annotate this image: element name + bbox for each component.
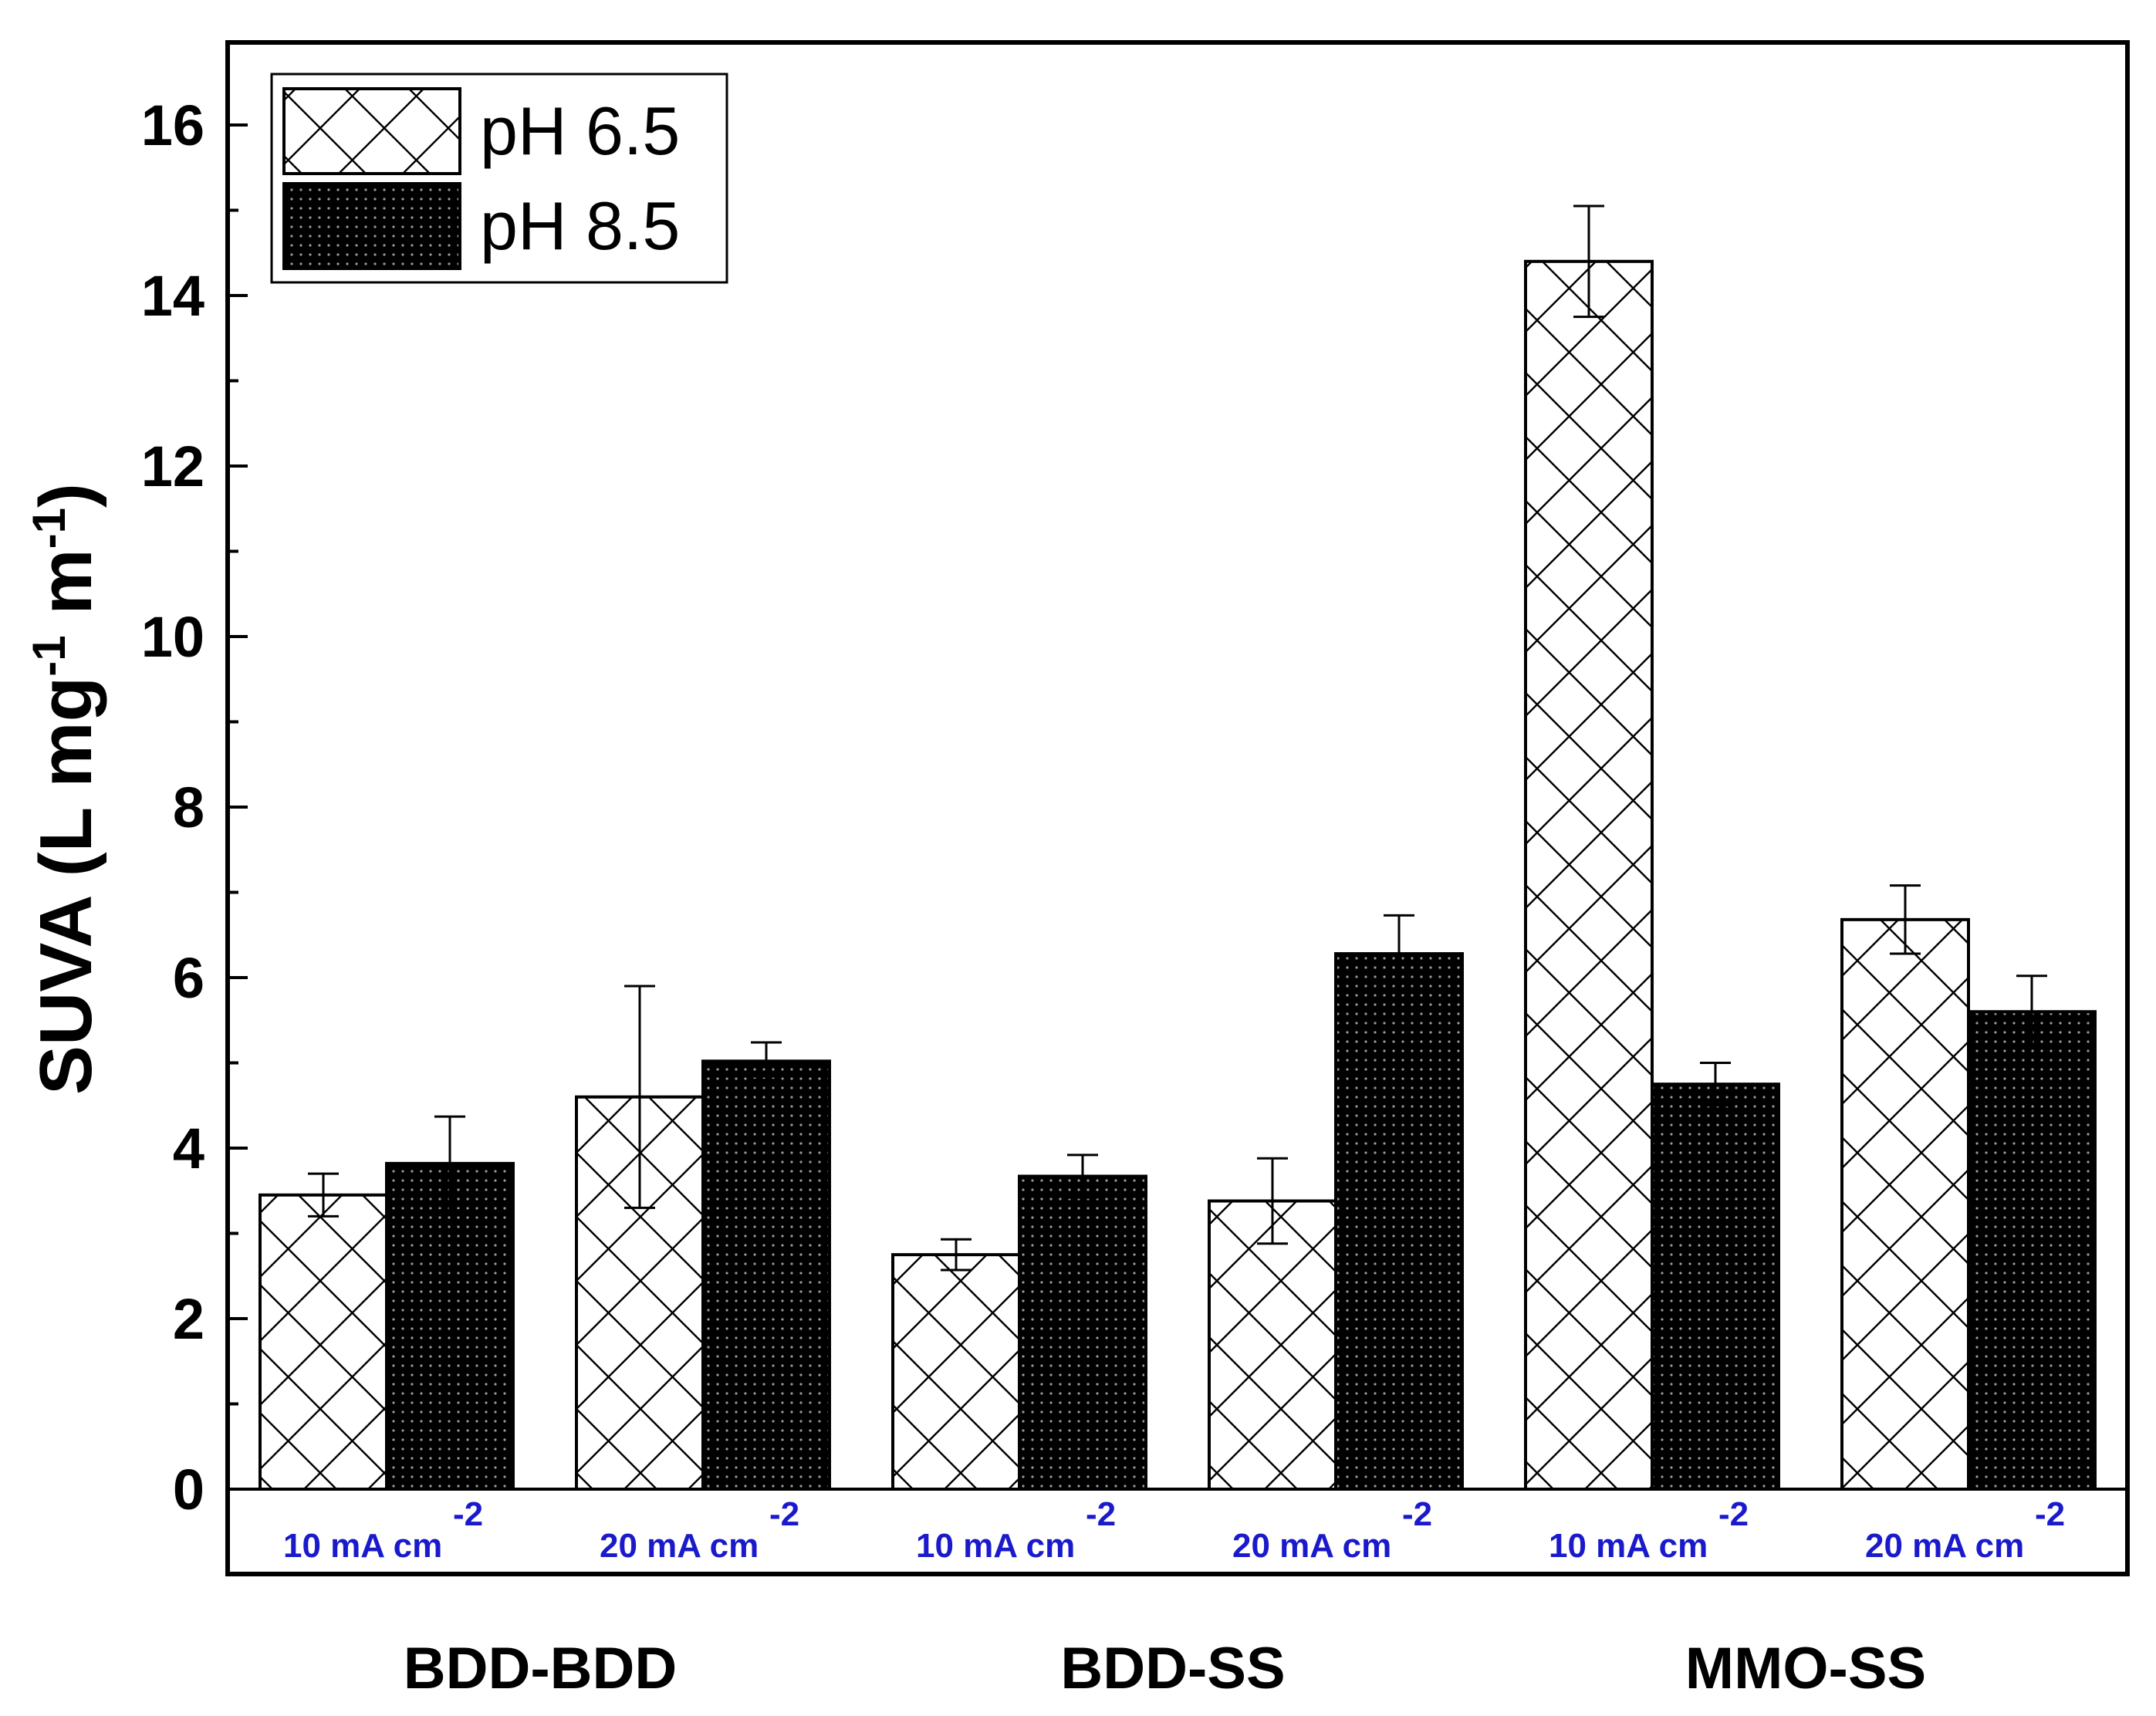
bar-ph85 [701,1059,831,1491]
y-axis-label-sup1: -1 [23,635,75,676]
y-tick-label: 14 [141,264,204,328]
legend-swatch-ph65 [282,87,461,175]
y-axis-label-mid: m [25,549,107,635]
current-density-label: 10 mA cm [283,1527,442,1565]
y-tick-label: 6 [173,946,204,1010]
legend-label: pH 6.5 [480,93,680,169]
y-tick-label: 0 [173,1458,204,1522]
group-label: BDD-BDD [404,1636,678,1701]
y-tick-label: 8 [173,775,204,839]
bar-ph85 [1651,1083,1780,1491]
y-tick-label: 2 [173,1287,204,1351]
y-tick-label: 10 [141,605,204,669]
bar-ph65 [259,1193,388,1491]
current-density-exponent: -2 [1086,1495,1116,1533]
current-density-exponent: -2 [1402,1495,1432,1533]
y-axis-label-base: SUVA (L mg [25,677,107,1095]
current-density-label: 20 mA cm [1865,1527,2024,1565]
bar-ph85 [385,1161,515,1491]
y-tick-label: 4 [173,1116,204,1181]
group-label: BDD-SS [1060,1636,1285,1701]
legend-label: pH 8.5 [480,187,680,264]
bar-ph85 [1967,1010,2097,1491]
legend-swatch-ph85 [282,182,461,270]
y-tick-label: 16 [141,93,204,157]
current-density-exponent: -2 [769,1495,799,1533]
bar-ph65 [1524,259,1654,1491]
current-density-exponent: -2 [2035,1495,2065,1533]
current-density-label: 20 mA cm [1232,1527,1391,1565]
y-axis-label-end: ) [25,483,107,508]
bar-ph85 [1018,1174,1147,1491]
current-density-exponent: -2 [1718,1495,1749,1533]
current-density-label: 20 mA cm [600,1527,759,1565]
y-tick-label: 12 [141,434,204,498]
y-axis-label-sup2: -1 [23,508,75,549]
current-density-exponent: -2 [453,1495,483,1533]
bar-ph65 [1840,917,1970,1491]
bar-ph85 [1334,952,1464,1491]
group-label: MMO-SS [1685,1636,1926,1701]
current-density-label: 10 mA cm [1549,1527,1708,1565]
y-axis-label: SUVA (L mg-1 m-1) [23,483,107,1095]
current-density-label: 10 mA cm [916,1527,1075,1565]
bar-ph65 [891,1253,1021,1491]
